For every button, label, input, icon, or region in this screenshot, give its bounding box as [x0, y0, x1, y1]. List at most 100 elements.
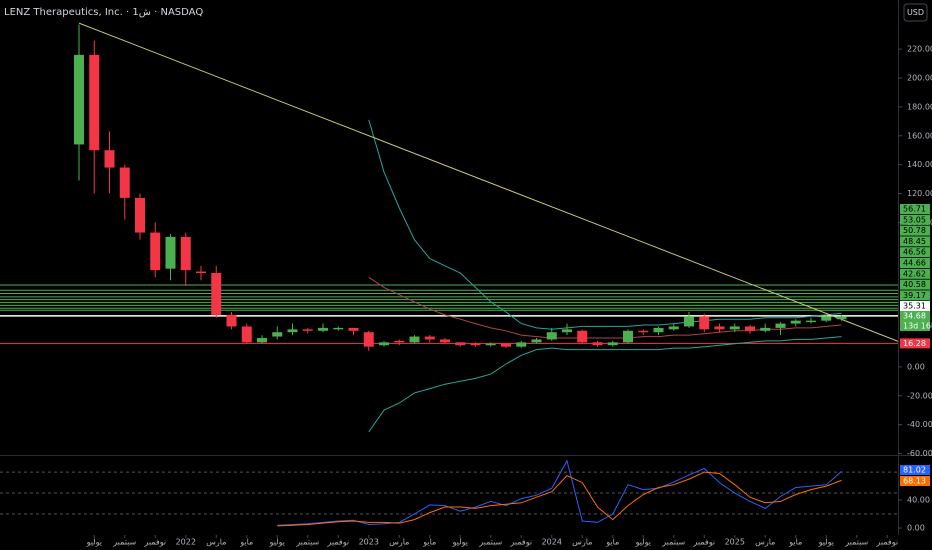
trendline — [78, 22, 898, 342]
x-tick-label: مايو — [605, 538, 619, 547]
x-tick-label: سبتمبر — [295, 538, 319, 547]
level-label: 40.58 — [903, 280, 926, 289]
x-tick-label: مارس — [206, 538, 226, 547]
x-tick-label: يوليو — [818, 538, 834, 547]
candle-body — [470, 343, 481, 346]
candle-body — [180, 236, 191, 271]
candle-body — [668, 326, 679, 330]
osc-line — [277, 459, 842, 526]
candle-body — [89, 54, 100, 151]
level-label: 39.17 — [903, 291, 926, 300]
candle-body — [760, 327, 771, 331]
level-label: 48.45 — [903, 237, 926, 246]
candle-body — [790, 320, 801, 324]
x-tick-label: سبتمبر — [844, 538, 868, 547]
x-tick-label: يوليو — [269, 538, 285, 547]
candle-body — [74, 54, 84, 145]
y-tick-label: 120.00 — [907, 189, 932, 198]
candle-body — [562, 329, 572, 333]
x-tick-label: يوليو — [635, 538, 651, 547]
candle-body — [363, 332, 374, 347]
x-tick-label: نوفمبر — [326, 538, 349, 547]
level-label: 56.71 — [903, 205, 926, 214]
candle-body — [287, 329, 298, 333]
x-tick-label: يوليو — [452, 538, 468, 547]
candle-body — [516, 342, 527, 347]
candle-body — [424, 336, 435, 340]
candle-body — [318, 327, 328, 331]
x-tick-label: مايو — [788, 538, 802, 547]
oscillator-pane — [0, 459, 898, 527]
x-tick-label: نوفمبر — [143, 538, 166, 547]
candle-body — [531, 339, 542, 343]
x-tick-label: 2025 — [725, 538, 745, 547]
x-tick-label: نوفمبر — [692, 538, 715, 547]
axes: 220.00200.00180.00160.00140.00120.00100.… — [86, 45, 932, 547]
x-tick-label: نوفمبر — [875, 538, 898, 547]
osc-value-label: 68.13 — [903, 477, 926, 486]
candle-body — [638, 330, 649, 333]
osc-value-label-box — [900, 465, 930, 475]
main-pane — [0, 22, 898, 433]
level-label-box — [900, 290, 930, 301]
candle-body — [104, 150, 115, 168]
candle-body — [546, 332, 557, 340]
candle-body — [455, 342, 466, 346]
band-line — [368, 119, 842, 330]
candle-body — [348, 327, 359, 331]
level-label: 42.62 — [903, 269, 926, 278]
chart-title: LENZ Therapeutics, Inc. · ش1 · NASDAQ — [4, 7, 203, 18]
osc-value-label: 81.02 — [903, 466, 926, 475]
level-label: 44.66 — [903, 259, 926, 268]
candle-body — [745, 326, 755, 331]
candle-body — [333, 327, 344, 330]
x-tick-label: مارس — [389, 538, 409, 547]
x-tick-label: 2024 — [542, 538, 562, 547]
last-price-label-box — [900, 311, 930, 321]
candle-body — [440, 339, 450, 343]
osc-tick-label: 0.00 — [907, 524, 925, 533]
band-line — [368, 336, 842, 433]
countdown-label: 13d 16h — [903, 322, 932, 331]
candle-body — [806, 320, 816, 323]
candle-body — [394, 340, 405, 343]
y-tick-label: -20.00 — [907, 391, 932, 400]
last-price-label: 34.68 — [903, 312, 926, 321]
x-tick-label: نوفمبر — [509, 538, 532, 547]
currency-button[interactable] — [903, 3, 928, 22]
candle-body — [775, 323, 786, 328]
y-tick-label: 140.00 — [907, 160, 932, 169]
candle-body — [714, 326, 725, 330]
candle-body — [119, 167, 130, 198]
candle-body — [684, 316, 694, 327]
candle-body — [241, 326, 252, 343]
x-tick-label: سبتمبر — [112, 538, 136, 547]
osc-line — [277, 471, 842, 527]
candle-body — [135, 197, 145, 233]
currency[interactable]: USD — [907, 8, 924, 17]
candle-body — [501, 343, 511, 347]
candle-body — [211, 273, 222, 315]
candle-body — [150, 232, 161, 271]
x-tick-label: 2022 — [176, 538, 196, 547]
osc-value-label-box — [900, 476, 930, 486]
level-label-box — [900, 268, 930, 279]
x-tick-label: مارس — [755, 538, 775, 547]
candle-body — [165, 236, 176, 269]
level-label-box — [900, 258, 930, 268]
candle-body — [592, 342, 603, 346]
level-label-box — [900, 279, 930, 290]
x-tick-label: مايو — [422, 538, 436, 547]
resistance-label-box — [900, 301, 930, 311]
support-label-box — [900, 338, 930, 349]
countdown-label-box — [900, 321, 930, 331]
x-tick-label: يوليو — [86, 538, 102, 547]
resistance-label: 35.31 — [903, 302, 926, 311]
candle-body — [272, 332, 283, 337]
x-tick-label: مارس — [572, 538, 592, 547]
level-label-box — [900, 204, 930, 214]
y-tick-label: 220.00 — [907, 45, 932, 54]
x-tick-label: مايو — [239, 538, 253, 547]
y-tick-label: 200.00 — [907, 74, 932, 83]
